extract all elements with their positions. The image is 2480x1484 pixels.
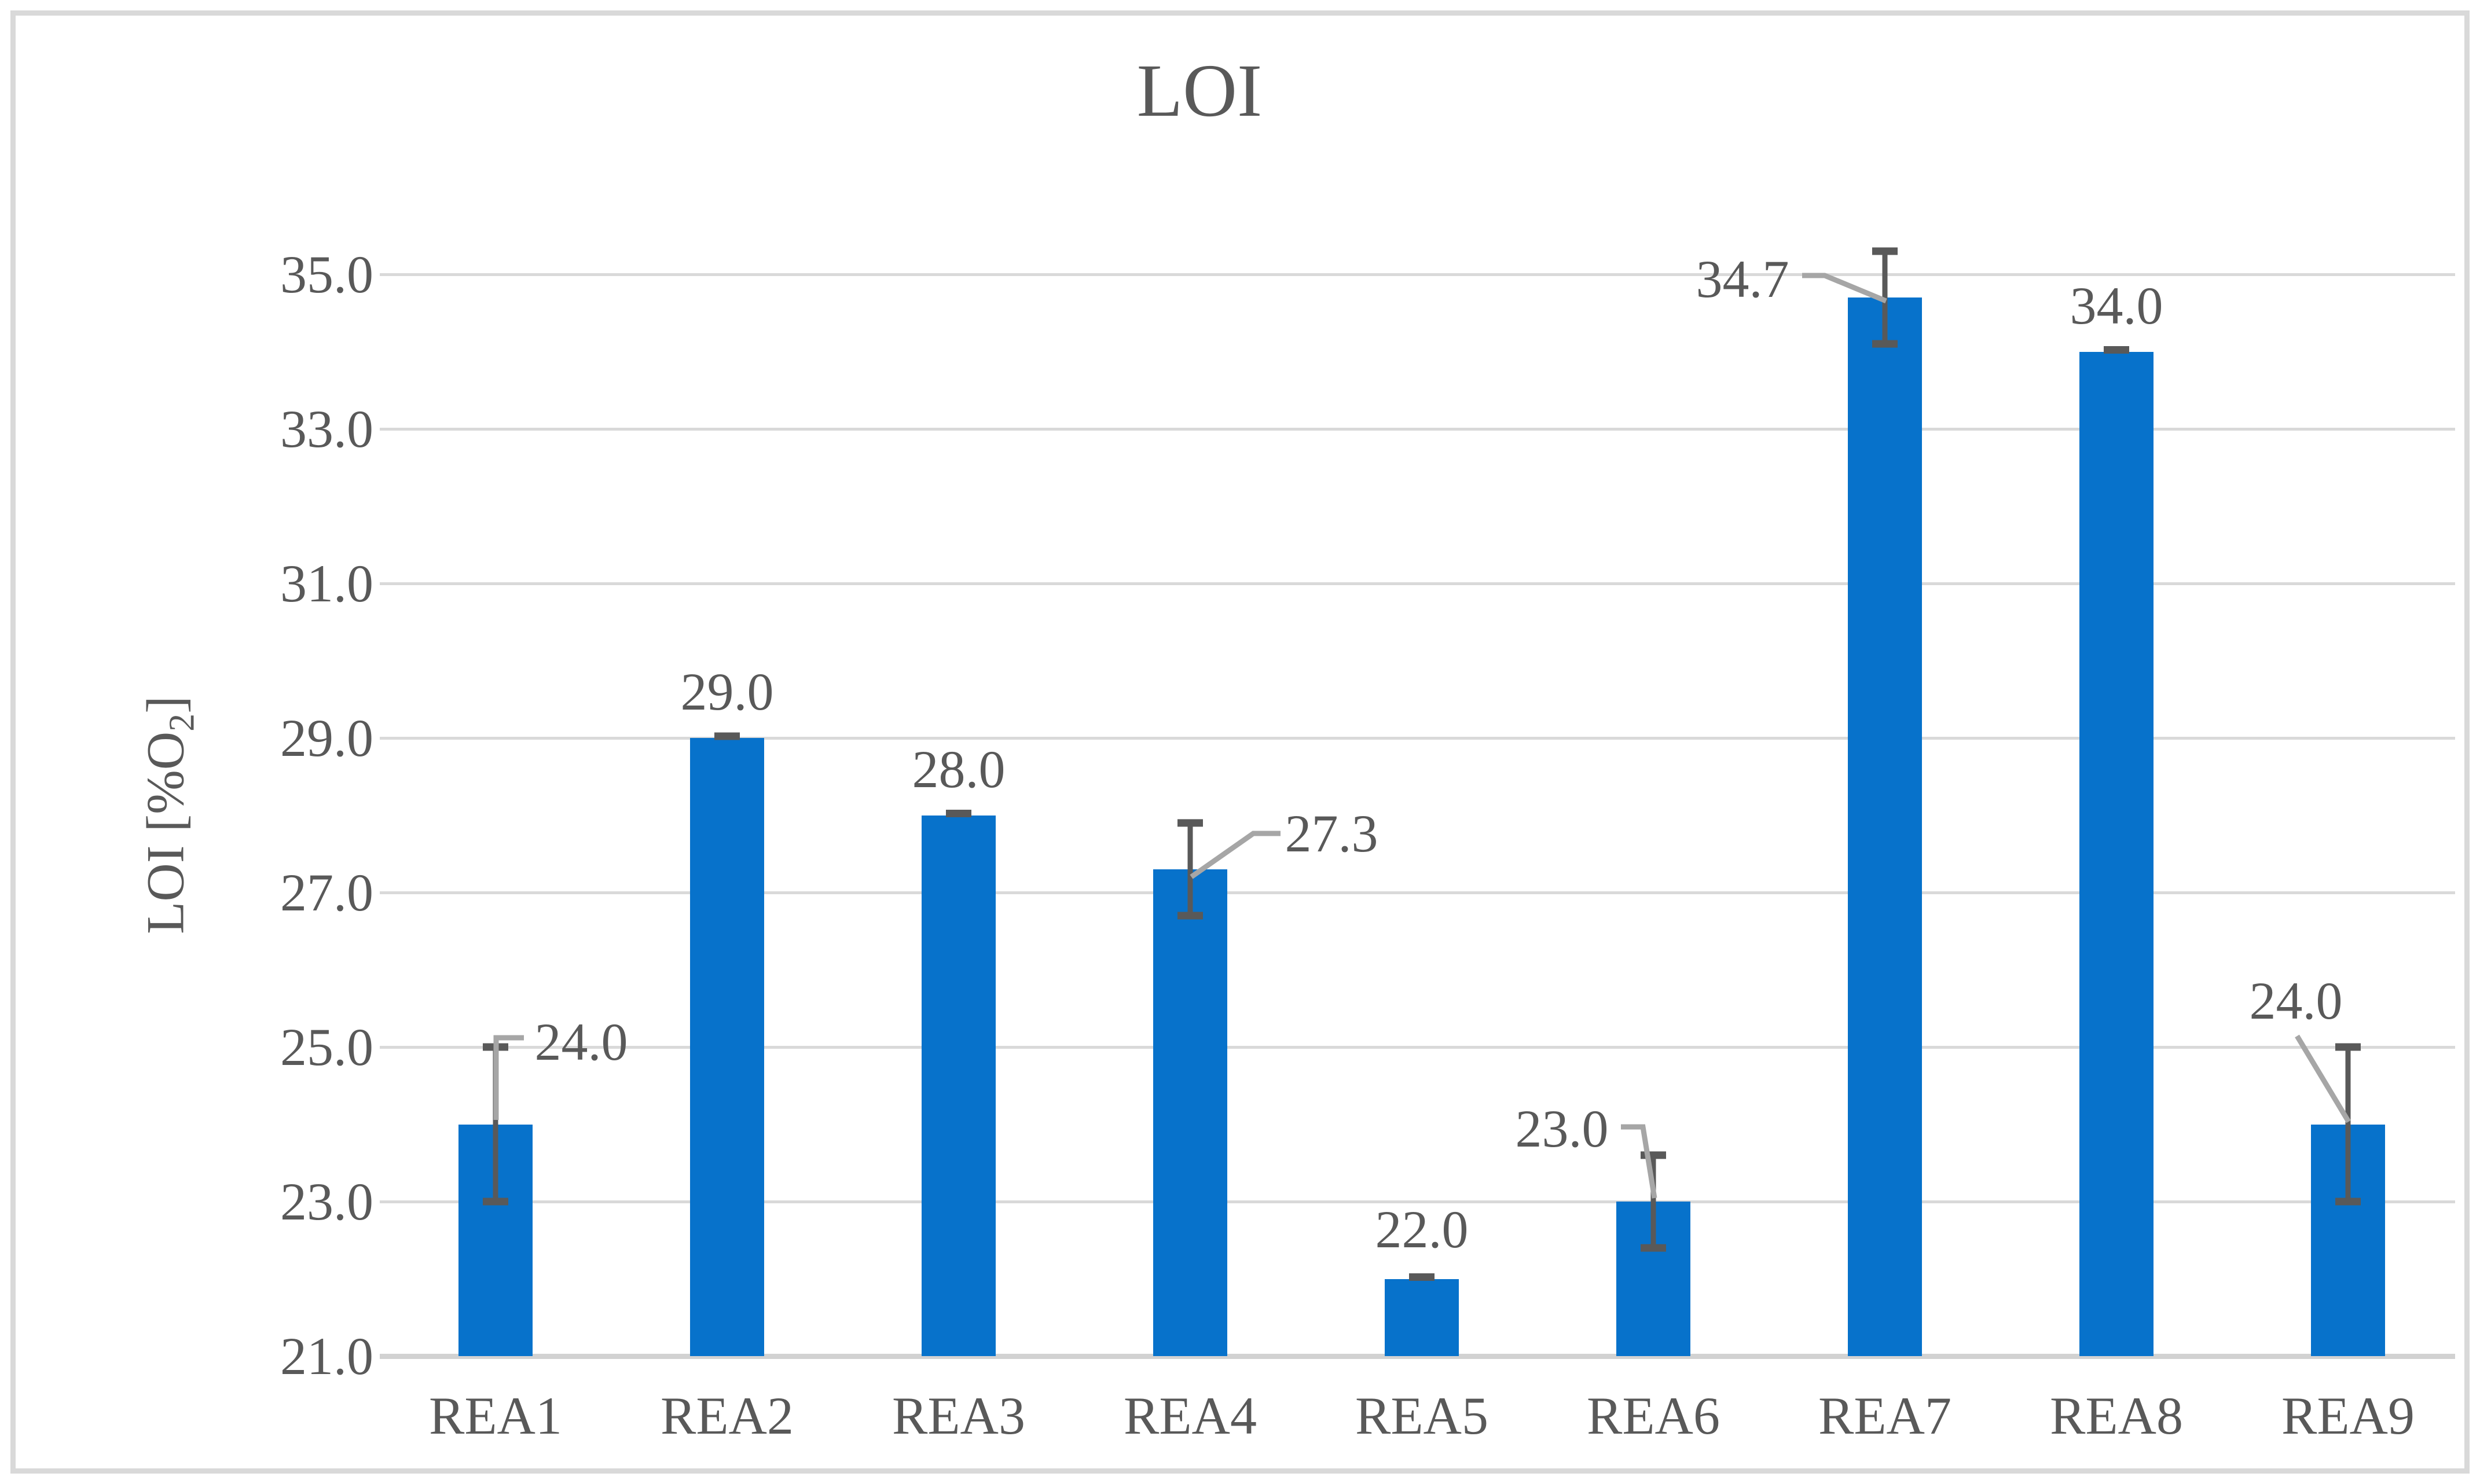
y-tick-label-29.0: 29.0 <box>280 708 373 767</box>
data-label-REA7: 34.7 <box>1696 249 1789 308</box>
leader-line-REA6 <box>1621 1124 1657 1199</box>
x-axis-label-REA5: REA5 <box>1355 1386 1488 1445</box>
data-label-REA6: 23.0 <box>1515 1099 1609 1158</box>
data-label-REA9: 24.0 <box>2249 971 2343 1030</box>
y-tick-label-21.0: 21.0 <box>280 1327 373 1386</box>
data-label-REA8: 34.0 <box>2070 276 2163 335</box>
leader-line-REA4 <box>1190 831 1281 879</box>
leader-line-REA7 <box>1802 273 1887 304</box>
data-label-REA1: 24.0 <box>534 1012 628 1071</box>
bar-REA4 <box>1153 869 1227 1356</box>
bar-REA7 <box>1848 297 1922 1356</box>
x-axis-line <box>380 1354 2455 1359</box>
data-label-REA2: 29.0 <box>680 662 774 721</box>
bar-REA8 <box>2079 351 2154 1356</box>
x-axis-label-REA2: REA2 <box>661 1386 794 1445</box>
bar-REA5 <box>1385 1279 1459 1356</box>
x-axis-label-REA1: REA1 <box>429 1386 562 1445</box>
y-tick-label-27.0: 27.0 <box>280 863 373 922</box>
gridline-35.0 <box>380 273 2455 276</box>
leader-line-REA9 <box>2295 1034 2351 1123</box>
y-tick-label-23.0: 23.0 <box>280 1172 373 1231</box>
gridline-27.0 <box>380 891 2455 894</box>
chart-title: LOI <box>1136 49 1263 133</box>
x-axis-label-REA9: REA9 <box>2281 1386 2415 1445</box>
gridline-29.0 <box>380 737 2455 740</box>
data-label-REA5: 22.0 <box>1375 1200 1469 1259</box>
leader-line-REA1 <box>493 1035 524 1120</box>
bar-REA2 <box>690 738 764 1356</box>
x-axis-label-REA6: REA6 <box>1587 1386 1720 1445</box>
gridline-23.0 <box>380 1200 2455 1203</box>
gridline-25.0 <box>380 1046 2455 1049</box>
gridline-33.0 <box>380 428 2455 431</box>
y-tick-label-25.0: 25.0 <box>280 1018 373 1077</box>
x-axis-label-REA8: REA8 <box>2050 1386 2183 1445</box>
bar-REA3 <box>922 815 996 1356</box>
x-axis-label-REA4: REA4 <box>1124 1386 1257 1445</box>
chart-frame-border <box>10 10 2470 1474</box>
x-axis-label-REA3: REA3 <box>892 1386 1025 1445</box>
y-tick-label-35.0: 35.0 <box>280 245 373 304</box>
gridline-31.0 <box>380 582 2455 585</box>
data-label-REA3: 28.0 <box>912 740 1006 799</box>
y-tick-label-33.0: 33.0 <box>280 399 373 458</box>
data-label-REA4: 27.3 <box>1285 804 1378 863</box>
y-tick-label-31.0: 31.0 <box>280 554 373 613</box>
x-axis-label-REA7: REA7 <box>1818 1386 1951 1445</box>
